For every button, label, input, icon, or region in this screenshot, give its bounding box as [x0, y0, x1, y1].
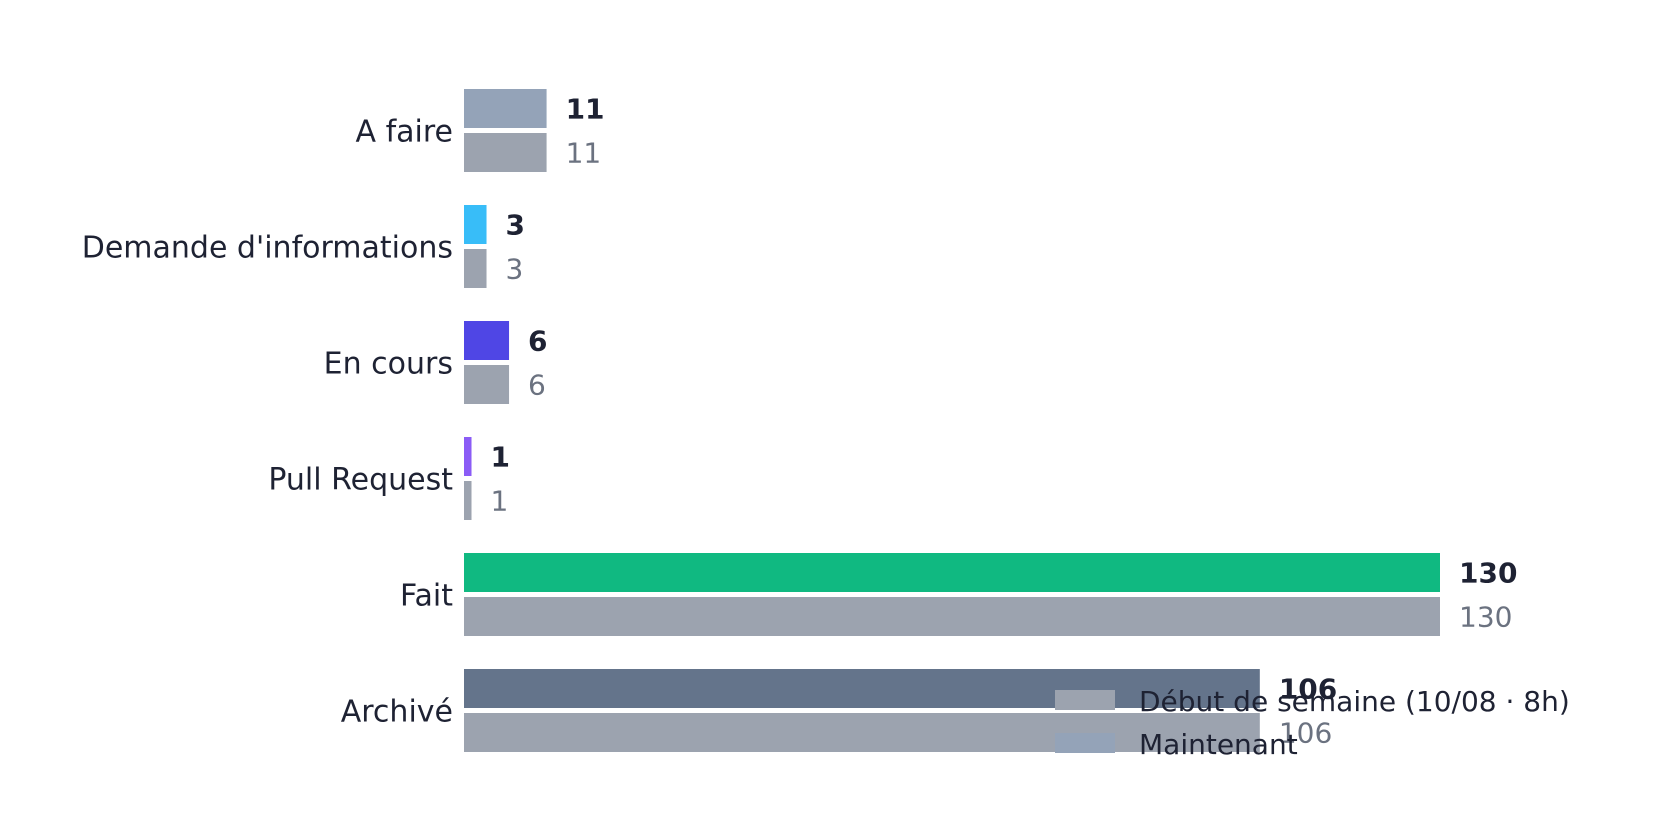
category-labels: A faire Demande d'informations En cours Pul…	[82, 115, 454, 730]
legend: Début de semaine (10/08 · 8h) Maintenant	[1055, 685, 1570, 761]
value-label-now-pull-request: 1	[491, 441, 510, 474]
value-label-start-a-faire: 11	[566, 137, 602, 170]
category-label-pull-request: Pull Request	[268, 463, 453, 498]
category-label-demande-d-informations: Demande d'informations	[82, 231, 453, 266]
bar-now-archive	[464, 669, 1260, 708]
legend-label-debut-de-semaine: Début de semaine (10/08 · 8h)	[1139, 685, 1570, 718]
value-label-now-en-cours: 6	[528, 325, 547, 358]
value-label-start-en-cours: 6	[528, 369, 546, 402]
category-label-en-cours: En cours	[324, 347, 453, 382]
value-label-start-pull-request: 1	[491, 485, 509, 518]
bar-start-a-faire	[464, 133, 547, 172]
value-label-start-archive: 106	[1279, 717, 1332, 750]
bar-start-pull-request	[464, 481, 472, 520]
value-label-start-demande-d-informations: 3	[506, 253, 524, 286]
bar-start-fait	[464, 597, 1440, 636]
bar-start-demande-d-informations	[464, 249, 487, 288]
legend-swatch-maintenant	[1055, 733, 1115, 753]
bar-now-en-cours	[464, 321, 510, 360]
value-label-now-a-faire: 11	[566, 93, 605, 126]
bar-now-pull-request	[464, 437, 472, 476]
value-label-now-demande-d-informations: 3	[506, 209, 525, 242]
category-label-fait: Fait	[400, 579, 453, 614]
category-label-archive: Archivé	[341, 695, 453, 730]
bar-start-archive	[464, 713, 1260, 752]
legend-swatch-debut-de-semaine	[1055, 690, 1115, 710]
bars	[464, 89, 1440, 752]
bar-now-a-faire	[464, 89, 547, 128]
legend-label-maintenant: Maintenant	[1139, 728, 1298, 761]
bar-start-en-cours	[464, 365, 510, 404]
value-label-now-fait: 130	[1459, 557, 1517, 590]
category-label-a-faire: A faire	[356, 115, 453, 150]
value-label-now-archive: 106	[1279, 673, 1337, 706]
value-label-start-fait: 130	[1459, 601, 1512, 634]
bar-now-demande-d-informations	[464, 205, 487, 244]
bar-now-fait	[464, 553, 1440, 592]
